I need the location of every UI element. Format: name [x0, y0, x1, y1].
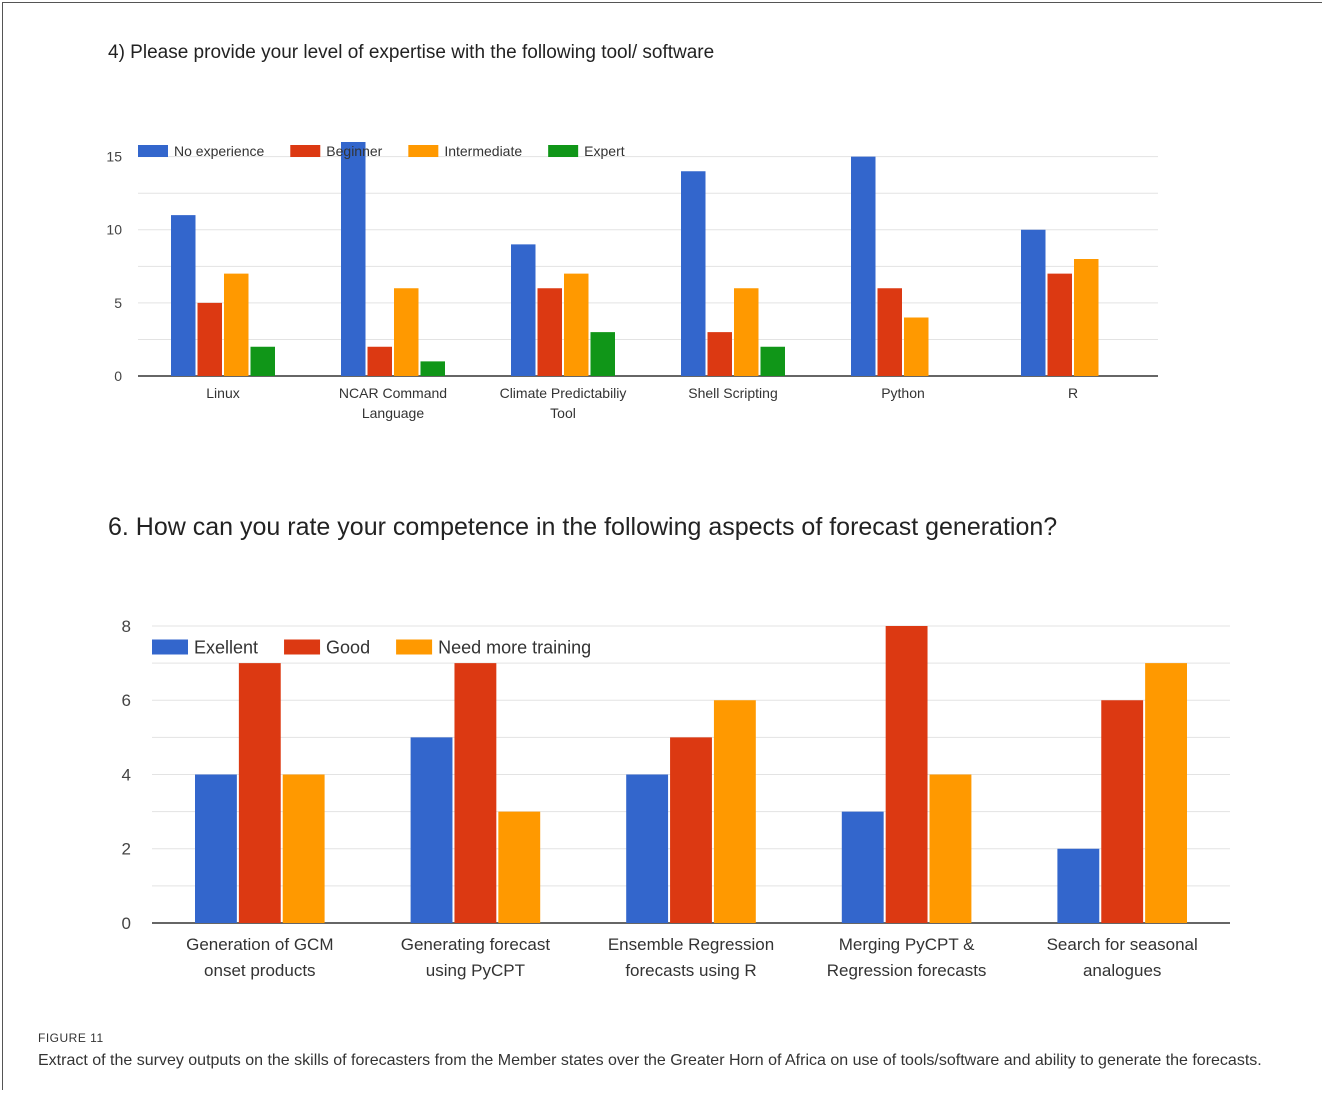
chart-1-y-tick-label: 5 — [114, 295, 122, 311]
chart-1-bar-expert — [760, 346, 785, 376]
chart-2-legend-swatch — [396, 639, 433, 655]
chart-2-y-tick-label: 8 — [122, 617, 131, 636]
chart-1-category-label: Linux — [206, 385, 239, 401]
chart-2-legend-label: Good — [326, 637, 370, 657]
chart-2-bar-need-more-training — [1145, 663, 1187, 923]
chart-1-y-tick-label: 10 — [106, 222, 122, 238]
chart-2-category-label: Merging PyCPT & — [839, 935, 975, 954]
chart-1-bar-intermediate — [564, 273, 589, 376]
chart-1-category-label: Climate Predictabiliy — [500, 385, 627, 401]
chart-2-legend-label: Need more training — [438, 637, 591, 657]
chart-1-bar-intermediate — [904, 317, 929, 376]
chart-1-bar-no-experience — [171, 215, 196, 376]
chart-1-legend-label: Intermediate — [444, 143, 522, 159]
chart-2-bar-exellent — [195, 774, 237, 923]
chart-2-y-tick-label: 4 — [122, 765, 131, 784]
chart-1-category-label: Shell Scripting — [688, 385, 778, 401]
chart-1-category-label: Tool — [550, 405, 576, 421]
chart-2-category-label: analogues — [1083, 961, 1161, 980]
chart-1-legend-swatch — [548, 145, 579, 157]
chart-1-bar-no-experience — [511, 244, 536, 376]
chart-1-title: 4) Please provide your level of expertis… — [108, 42, 715, 63]
chart-1-legend-swatch — [138, 145, 168, 157]
chart-2-category-label: using PyCPT — [426, 961, 525, 980]
chart-2-bar-need-more-training — [498, 811, 541, 923]
chart-1-y-tick-label: 0 — [114, 368, 122, 384]
chart-1-bar-no-experience — [851, 156, 876, 376]
chart-1-bar-beginner — [877, 288, 902, 376]
chart-1-legend-swatch — [290, 145, 321, 157]
chart-2-bar-exellent — [410, 737, 453, 923]
chart-2-category-label: Ensemble Regression — [608, 935, 774, 954]
chart-2-bar-good — [454, 663, 497, 923]
chart-2-bar-need-more-training — [282, 774, 325, 923]
chart-1-category-label: R — [1068, 385, 1078, 401]
chart-1-legend-label: Beginner — [326, 143, 382, 159]
chart-2-category-label: forecasts using R — [625, 961, 756, 980]
chart-1-category-label: Language — [362, 405, 425, 421]
figure-label: FIGURE 11 — [38, 1031, 104, 1045]
chart-2-bar-need-more-training — [929, 774, 972, 923]
chart-2-bar-good — [670, 737, 712, 923]
chart-1-bar-intermediate — [734, 288, 759, 376]
chart-2-y-tick-label: 0 — [122, 914, 131, 933]
chart-1-category-label: NCAR Command — [339, 385, 447, 401]
chart-1-bar-expert — [420, 361, 445, 376]
chart-2-bar-exellent — [626, 774, 669, 923]
chart-2-title: 6. How can you rate your competence in t… — [108, 513, 1058, 541]
chart-2-bar-exellent — [841, 811, 884, 923]
chart-2-category-label: Generation of GCM — [186, 935, 333, 954]
chart-1-bar-no-experience — [681, 171, 706, 376]
chart-2-legend-label: Exellent — [194, 637, 258, 657]
chart-2-category-label: Regression forecasts — [827, 961, 987, 980]
chart-1-legend-swatch — [408, 145, 439, 157]
chart-1-bar-no-experience — [1021, 229, 1046, 376]
chart-2-y-tick-label: 2 — [122, 840, 131, 859]
chart-1-bar-beginner — [707, 332, 732, 376]
chart-1-bar-beginner — [1047, 273, 1072, 376]
chart-2-legend-swatch — [284, 639, 321, 655]
chart-1-bar-expert — [250, 346, 275, 376]
chart-2-legend-swatch — [152, 639, 188, 655]
chart-1-category-label: Python — [881, 385, 925, 401]
chart-2-bar-good — [885, 626, 928, 923]
chart-1-y-tick-label: 15 — [106, 149, 122, 165]
figure-caption: Extract of the survey outputs on the ski… — [38, 1052, 1262, 1069]
chart-2-y-tick-label: 6 — [122, 691, 131, 710]
chart-2-category-label: onset products — [204, 961, 316, 980]
chart-2-bar-good — [238, 663, 281, 923]
chart-1-bar-beginner — [197, 302, 222, 376]
chart-1-legend-label: Expert — [584, 143, 625, 159]
chart-1-bar-no-experience — [341, 142, 366, 376]
chart-1-bar-intermediate — [224, 273, 249, 376]
chart-1-bar-beginner — [537, 288, 562, 376]
chart-1-bar-expert — [590, 332, 615, 376]
chart-2-bar-good — [1101, 700, 1144, 923]
chart-2-bar-exellent — [1057, 848, 1100, 923]
chart-1-bar-beginner — [367, 346, 392, 376]
chart-1-bar-intermediate — [1074, 259, 1099, 376]
chart-2-bar-need-more-training — [713, 700, 756, 923]
chart-1-bar-intermediate — [394, 288, 419, 376]
chart-1-legend-label: No experience — [174, 143, 264, 159]
chart-2-category-label: Search for seasonal — [1047, 935, 1198, 954]
chart-2-category-label: Generating forecast — [401, 935, 551, 954]
